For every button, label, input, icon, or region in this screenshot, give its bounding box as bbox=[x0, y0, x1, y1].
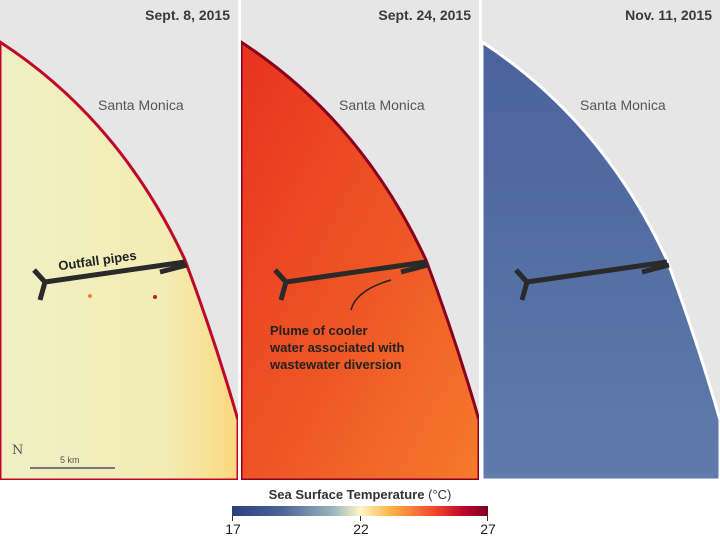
colorbar-mid: 22 bbox=[353, 521, 369, 537]
callout-arrow bbox=[350, 279, 392, 311]
colorbar-min: 17 bbox=[225, 521, 241, 537]
plume-label-2: water associated with bbox=[270, 340, 405, 355]
map-graphic bbox=[241, 40, 479, 480]
map-graphic bbox=[0, 40, 238, 480]
scale-bar bbox=[30, 467, 115, 469]
north-arrow-icon: N bbox=[12, 443, 24, 458]
map-panel-sept-8: Sept. 8, 2015 Santa Monica Outfall pipes… bbox=[0, 0, 238, 480]
colorbar-tick bbox=[360, 516, 361, 521]
city-label: Santa Monica bbox=[98, 97, 184, 113]
colorbar-title: Sea Surface Temperature (°C) bbox=[0, 487, 720, 502]
map-graphic bbox=[482, 40, 720, 480]
scale-label: 5 km bbox=[60, 455, 80, 465]
outfall-pipes bbox=[32, 259, 188, 301]
plume-label-3: wastewater diversion bbox=[270, 357, 402, 372]
panel-date: Sept. 24, 2015 bbox=[378, 7, 471, 23]
colorbar-tick bbox=[487, 516, 488, 521]
city-label: Santa Monica bbox=[580, 97, 666, 113]
map-panel-sept-24: Sept. 24, 2015 Santa Monica Plume of coo… bbox=[241, 0, 479, 480]
map-panel-nov-11: Nov. 11, 2015 Santa Monica bbox=[482, 0, 720, 480]
panel-date: Sept. 8, 2015 bbox=[145, 7, 230, 23]
city-label: Santa Monica bbox=[339, 97, 425, 113]
colorbar bbox=[232, 506, 488, 516]
panel-date: Nov. 11, 2015 bbox=[625, 7, 712, 23]
colorbar-title-text: Sea Surface Temperature bbox=[268, 487, 425, 502]
plume-label-1: Plume of cooler bbox=[270, 323, 368, 338]
colorbar-unit: (°C) bbox=[428, 487, 452, 502]
colorbar-max: 27 bbox=[480, 521, 496, 537]
colorbar-tick bbox=[232, 516, 233, 521]
